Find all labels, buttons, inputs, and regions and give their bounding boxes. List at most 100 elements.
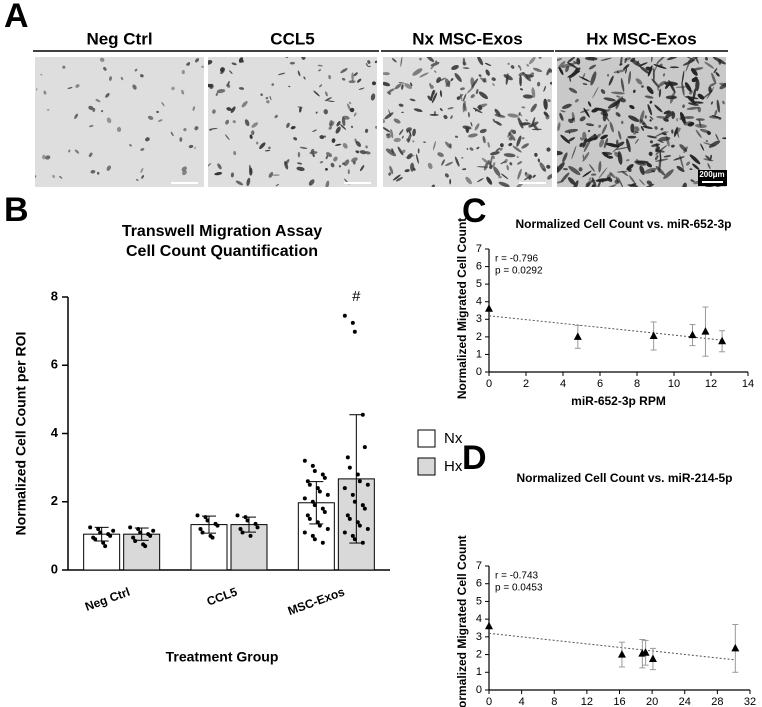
cell: [671, 144, 675, 148]
data-point: [648, 654, 657, 662]
cell: [45, 155, 51, 160]
data-point: [103, 544, 108, 549]
cell: [333, 156, 338, 162]
cell: [500, 143, 504, 148]
cell: [181, 69, 185, 75]
cell: [517, 117, 521, 121]
cell: [673, 156, 685, 161]
cell: [664, 83, 670, 89]
cell: [46, 109, 50, 111]
y-axis-label: Normalized Migrated Cell Count: [455, 535, 469, 707]
cell: [171, 86, 175, 91]
cell: [517, 168, 522, 180]
cell: [668, 79, 676, 94]
x-tick-label: 20: [646, 696, 658, 707]
cell: [676, 118, 678, 122]
cell: [310, 148, 315, 153]
cell: [687, 102, 699, 106]
cell: [340, 68, 348, 74]
cell: [318, 69, 322, 72]
cell: [240, 59, 244, 63]
cell: [99, 57, 105, 62]
legend-label: Hx: [444, 458, 463, 475]
cell: [325, 155, 329, 160]
cell: [524, 171, 528, 175]
cell: [136, 178, 139, 181]
cell: [655, 146, 660, 153]
cell: [484, 62, 492, 66]
cell: [477, 104, 482, 111]
cell: [561, 62, 575, 68]
cell: [613, 69, 626, 74]
cell: [465, 176, 472, 185]
cell: [374, 60, 377, 64]
cell: [229, 70, 233, 75]
cell: [384, 112, 394, 120]
cell: [129, 144, 132, 147]
cell: [509, 162, 513, 166]
cell: [694, 57, 699, 64]
cell: [182, 170, 187, 176]
cell: [412, 128, 416, 137]
cell: [386, 88, 395, 94]
cell: [43, 90, 47, 95]
cell: [695, 118, 705, 121]
cell: [517, 65, 521, 69]
cell: [692, 88, 697, 101]
cell: [90, 169, 96, 174]
cell: [328, 74, 332, 80]
cell: [423, 141, 426, 144]
cell: [456, 96, 461, 100]
cell: [285, 57, 289, 58]
cell: [618, 177, 624, 187]
cell: [365, 145, 368, 149]
cell: [634, 138, 639, 144]
cell: [520, 88, 523, 91]
cell: [351, 125, 354, 129]
cell: [588, 164, 595, 172]
cell: [585, 182, 591, 187]
cell: [682, 59, 696, 66]
cell: [398, 129, 404, 136]
cell: [648, 151, 653, 157]
cell: [508, 142, 513, 147]
data-point: [357, 523, 362, 528]
data-point: [485, 621, 493, 630]
cell: [147, 115, 154, 120]
x-tick-label: 0: [486, 378, 492, 390]
cell: [649, 140, 654, 144]
y-tick-label: 6: [476, 578, 482, 590]
data-point: [305, 479, 310, 484]
data-point: [131, 535, 136, 540]
cell: [655, 166, 666, 176]
cell: [208, 162, 212, 169]
cell: [351, 157, 358, 163]
cell: [439, 108, 443, 112]
cell: [557, 150, 563, 156]
cell: [413, 108, 423, 113]
cell: [562, 152, 568, 163]
cell: [476, 146, 480, 150]
y-tick-label: 0: [476, 366, 482, 378]
cell: [462, 67, 470, 69]
cell: [503, 153, 516, 158]
cell: [277, 72, 286, 76]
cell: [557, 61, 566, 69]
cell: [364, 128, 369, 133]
cell: [359, 150, 367, 155]
cell: [433, 141, 436, 151]
cell: [444, 173, 449, 178]
cell: [582, 152, 590, 162]
y-tick-label: 7: [476, 243, 482, 255]
cell: [644, 95, 654, 99]
cell: [642, 125, 653, 129]
cell: [324, 97, 332, 102]
cell: [692, 101, 704, 104]
cell: [286, 122, 290, 128]
cell: [626, 159, 630, 162]
cell: [430, 84, 434, 89]
cell: [667, 57, 680, 61]
cell: [685, 161, 691, 166]
cell: [611, 91, 625, 95]
